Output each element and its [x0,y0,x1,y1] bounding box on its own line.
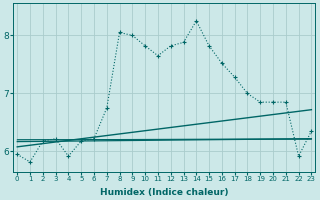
X-axis label: Humidex (Indice chaleur): Humidex (Indice chaleur) [100,188,228,197]
